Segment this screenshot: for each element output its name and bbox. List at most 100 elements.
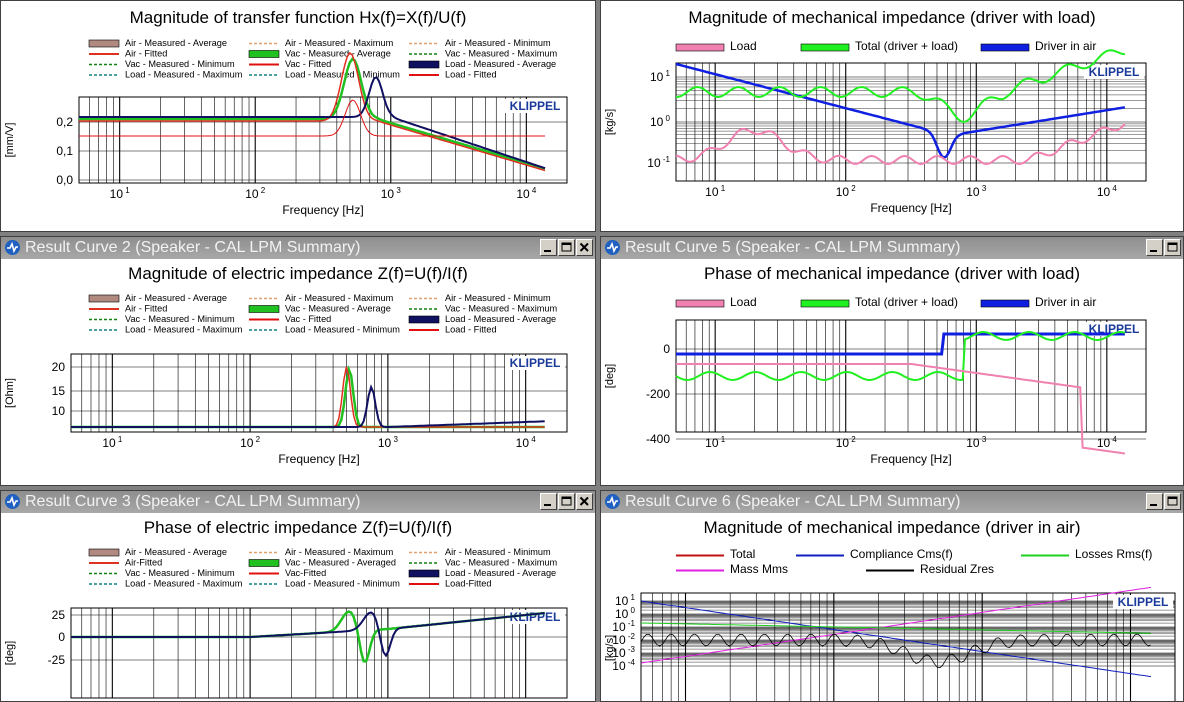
klippel-brand: KLIPPEL: [510, 356, 561, 370]
panel-content: Magnitude of electric impedance Z(f)=U(f…: [1, 259, 595, 485]
plot-area: [70, 607, 568, 699]
x-tick-label: 10 3: [378, 435, 399, 450]
window-titlebar[interactable]: Result Curve 5 (Speaker - CAL LPM Summar…: [601, 237, 1183, 259]
window-result-curve-3: Result Curve 3 (Speaker - CAL LPM Summar…: [0, 490, 596, 702]
legend-entry: Load - Fitted: [409, 70, 497, 80]
legend-label: Load - Fitted: [445, 70, 497, 80]
legend-label: Air - Measured - Maximum: [285, 547, 394, 557]
window-result-curve-6: Result Curve 6 (Speaker - CAL LPM Summar…: [600, 490, 1184, 702]
x-tick-label: 10 2: [836, 435, 857, 450]
y-tick-label: 0,0: [56, 173, 73, 187]
legend-entry: Load-Fitted: [409, 579, 491, 589]
legend-label: Mass Mms: [730, 562, 788, 576]
legend-label: Load - Measured - Maximum: [125, 579, 243, 589]
legend-entry: Vac - Measured - Maximum: [409, 49, 557, 59]
minimize-icon: [544, 504, 551, 506]
minimize-button[interactable]: [540, 239, 557, 256]
x-tick-label: 10 4: [1097, 435, 1118, 450]
series-line: [675, 330, 1126, 382]
legend-label: Vac - Measured - Maximum: [445, 49, 557, 59]
legend-entry: Load - Measured - Average: [408, 59, 556, 69]
legend-entry: Air - Measured - Maximum: [249, 293, 394, 303]
plot-area: [675, 319, 1147, 433]
y-tick-label: 15: [52, 384, 66, 398]
legend-label: Vac - Measured - Maximum: [445, 304, 557, 314]
y-tick-label: 10 -1: [647, 155, 670, 170]
maximize-icon: [1167, 496, 1178, 506]
legend-entry: Air-Fitted: [89, 558, 162, 568]
legend-label: Air - Measured - Average: [125, 38, 227, 48]
legend-entry: Vac - Measured - Maximum: [409, 558, 557, 568]
maximize-icon: [561, 242, 572, 252]
x-axis-label: Frequency [Hz]: [282, 203, 363, 217]
legend-entry: Load - Measured - Maximum: [89, 579, 243, 589]
legend-entry: Total (driver + load): [800, 295, 958, 309]
minimize-button[interactable]: [1146, 239, 1163, 256]
legend-entry: Vac - Fitted: [249, 314, 331, 324]
legend-entry: Air - Measured - Average: [88, 293, 227, 303]
minimize-button[interactable]: [1146, 493, 1163, 510]
close-button[interactable]: [576, 239, 593, 256]
legend-label: Air - Measured - Average: [125, 293, 227, 303]
legend-entry: Mass Mms: [676, 562, 788, 576]
legend-entry: Load - Measured - Maximum: [89, 70, 243, 80]
legend-label: Vac - Measured - Minimum: [125, 59, 235, 69]
x-axis-label: Frequency [Hz]: [870, 452, 951, 466]
legend-label: Driver in air: [1035, 39, 1096, 53]
y-axis-label: [kg/s]: [604, 109, 616, 135]
window-title: Result Curve 2 (Speaker - CAL LPM Summar…: [25, 239, 361, 256]
minimize-button[interactable]: [540, 493, 557, 510]
window-title: Result Curve 6 (Speaker - CAL LPM Summar…: [625, 493, 961, 510]
y-tick-label: -25: [48, 653, 66, 667]
klippel-logo: [505, 99, 565, 113]
legend-label: Air - Measured - Minimum: [445, 547, 551, 557]
series-line: [79, 99, 545, 137]
window-titlebar[interactable]: Result Curve 6 (Speaker - CAL LPM Summar…: [601, 491, 1183, 513]
window-titlebar[interactable]: Result Curve 3 (Speaker - CAL LPM Summar…: [1, 491, 595, 513]
klippel-logo: [1113, 595, 1173, 609]
close-button[interactable]: [576, 493, 593, 510]
legend-entry: Air - Measured - Maximum: [249, 547, 394, 557]
legend-entry: Load: [675, 295, 757, 309]
speaker-icon: [5, 494, 20, 509]
close-icon: [579, 242, 589, 252]
chart-title: Magnitude of mechanical impedance (drive…: [688, 8, 1095, 27]
series-line: [640, 586, 1152, 664]
x-tick-label: 10 1: [110, 186, 131, 201]
series-line: [675, 49, 1126, 123]
panel-content: Magnitude of mechanical impedance (drive…: [601, 1, 1183, 231]
series-line: [676, 332, 1125, 356]
x-tick-label: 10 3: [966, 184, 987, 199]
klippel-brand: KLIPPEL: [1089, 65, 1140, 79]
legend-label: Vac-Fitted: [285, 568, 326, 578]
x-tick-label: 10 1: [705, 435, 726, 450]
window-titlebar[interactable]: Result Curve 2 (Speaker - CAL LPM Summar…: [1, 237, 595, 259]
grid: [676, 63, 1146, 181]
maximize-icon: [1167, 242, 1178, 252]
y-tick-label: 0,1: [56, 144, 73, 158]
x-tick-label: 10 4: [1097, 184, 1118, 199]
series-line: [71, 384, 545, 428]
maximize-button[interactable]: [1164, 493, 1181, 510]
legend-entry: Vac - Measured - Minimum: [89, 314, 235, 324]
legend-entry: Total: [676, 547, 755, 561]
maximize-button[interactable]: [558, 239, 575, 256]
window-title: Result Curve 3 (Speaker - CAL LPM Summar…: [25, 493, 361, 510]
chart-title: Phase of mechanical impedance (driver wi…: [704, 264, 1080, 283]
maximize-button[interactable]: [1164, 239, 1181, 256]
legend-entry: Residual Zres: [866, 562, 994, 576]
chart-mech-phase-load: Phase of mechanical impedance (driver wi…: [604, 264, 1147, 466]
series-line: [676, 363, 1126, 455]
legend-entry: Vac - Measured - Minimum: [89, 59, 235, 69]
y-tick-label: -200: [646, 387, 670, 401]
legend-label: Vac - Fitted: [285, 59, 331, 69]
maximize-button[interactable]: [558, 493, 575, 510]
chart-electric-impedance: Magnitude of electric impedance Z(f)=U(f…: [4, 264, 568, 466]
y-tick-label: 0: [663, 342, 670, 356]
legend-label: Load-Fitted: [445, 579, 491, 589]
curves: [71, 364, 545, 429]
y-tick-label: -400: [646, 432, 670, 446]
legend-label: Vac - Measured - Average: [285, 304, 391, 314]
legend-entry: Vac - Measured - Average: [248, 304, 391, 314]
x-axis-label: Frequency [Hz]: [278, 452, 359, 466]
